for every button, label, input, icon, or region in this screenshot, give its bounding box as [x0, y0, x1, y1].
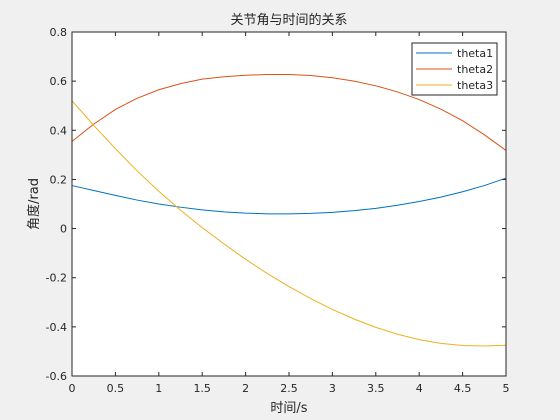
x-axis-label: 时间/s: [270, 401, 307, 416]
x-tick-label: 2.5: [280, 382, 298, 395]
x-tick-label: 4.5: [454, 382, 472, 395]
x-tick-label: 3.5: [367, 382, 385, 395]
y-tick-label: 0.8: [50, 26, 68, 39]
x-tick-label: 5: [503, 382, 510, 395]
legend-label-theta1: theta1: [457, 47, 493, 60]
y-tick-label: -0.6: [46, 370, 67, 383]
x-tick-label: 0: [69, 382, 76, 395]
legend-label-theta2: theta2: [457, 63, 493, 76]
ticks-layer: 0 0.5 1 1.5 2 2.5 3 3.5 4 4.5 5 -0.6 -0.4 -0.2 0 0.2 0.4…: [46, 26, 510, 395]
y-tick-label: 0.4: [50, 124, 68, 137]
series-line-theta1: [71, 177, 507, 215]
y-tick-label: 0.2: [50, 173, 68, 186]
x-tick-label: 3: [329, 382, 336, 395]
x-tick-label: 1: [155, 382, 162, 395]
x-tick-label: 1.5: [193, 382, 211, 395]
y-tick-label: 0: [60, 223, 67, 236]
series-line-theta3: [71, 100, 507, 347]
legend-label-theta3: theta3: [457, 79, 493, 92]
legend: theta1 theta2 theta3: [411, 42, 498, 96]
series-layer: [71, 74, 507, 347]
x-tick-label: 2: [242, 382, 249, 395]
x-tick-label: 0.5: [107, 382, 125, 395]
y-tick-label: -0.2: [46, 272, 67, 285]
y-tick-label: -0.4: [46, 321, 67, 334]
axes-box: [71, 31, 507, 377]
chart-title: 关节角与时间的关系: [230, 12, 347, 28]
y-axis-label: 角度/rad: [26, 178, 42, 230]
series-line-theta2: [71, 74, 507, 151]
x-tick-label: 4: [416, 382, 423, 395]
y-tick-label: 0.6: [50, 75, 68, 88]
